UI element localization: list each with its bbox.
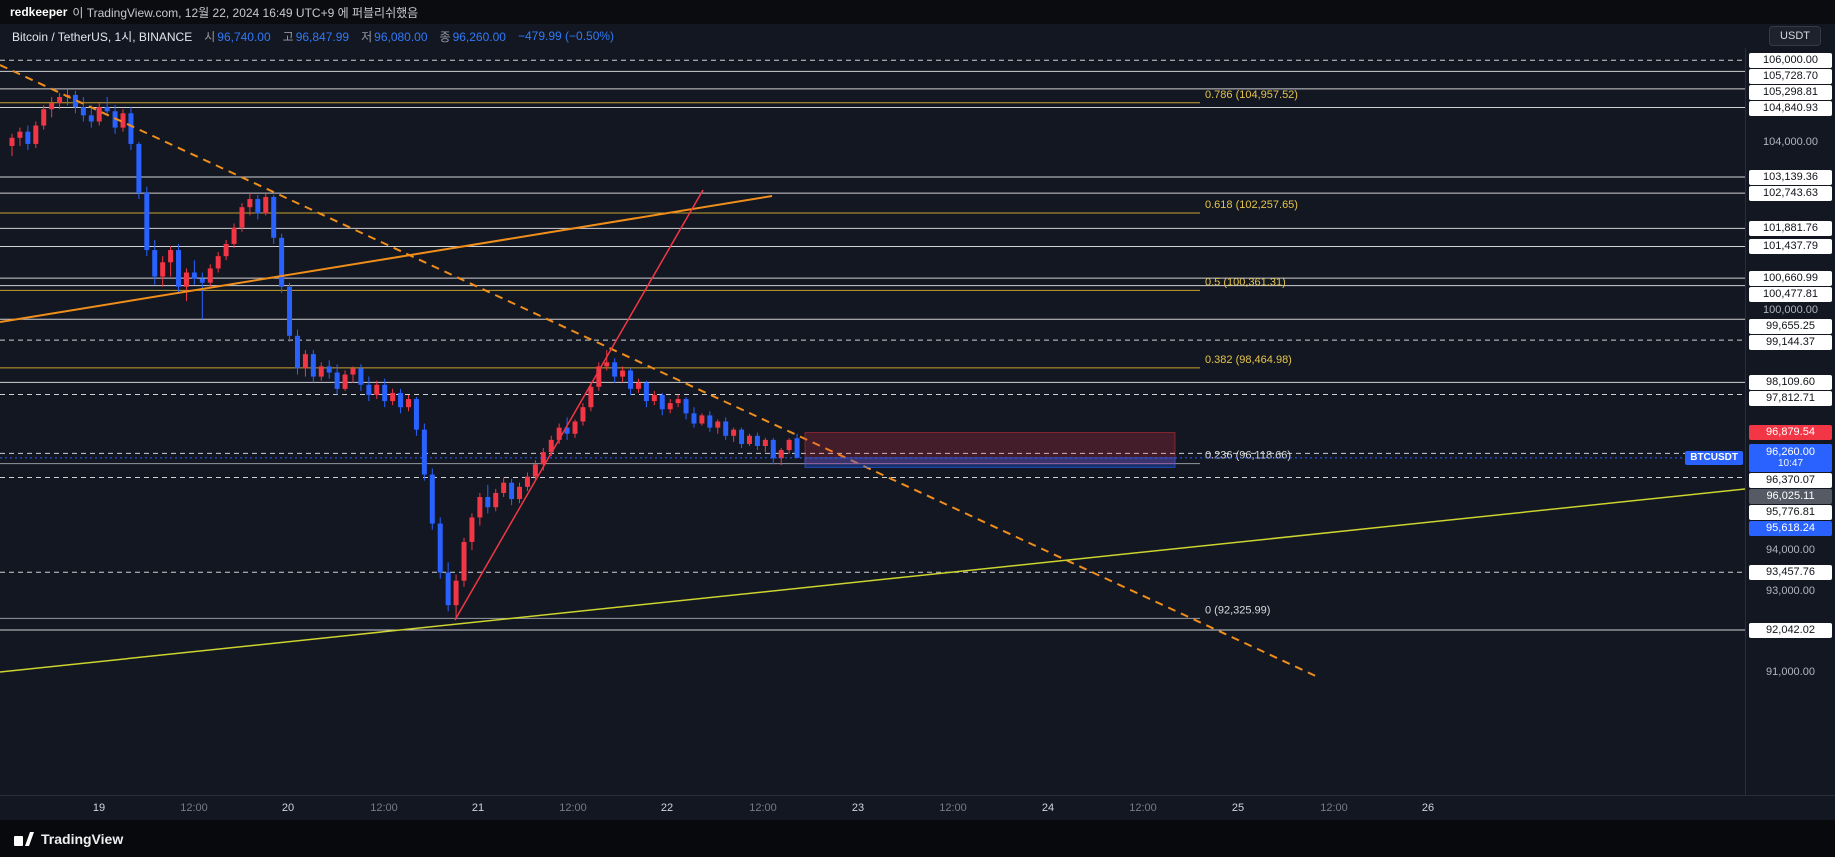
time-label-day: 22 bbox=[660, 802, 674, 814]
time-axis[interactable]: 19 12:00 20 12:00 21 12:00 22 12:00 23 12:00 24 12:… bbox=[0, 795, 1835, 820]
hline-price-badge: 93,457.76 bbox=[1749, 564, 1832, 580]
ohlc-low: 저 96,080.00 bbox=[361, 29, 428, 44]
time-label-day: 24 bbox=[1041, 802, 1055, 814]
price-grid-label: 94,000.00 bbox=[1766, 543, 1815, 556]
time-label-hour: 12:00 bbox=[559, 802, 587, 814]
time-label-day: 26 bbox=[1421, 802, 1435, 814]
hline-price-badge: 103,139.36 bbox=[1749, 169, 1832, 185]
symbol-bar: Bitcoin / TetherUS, 1시, BINANCE 시 96,740.… bbox=[0, 24, 1835, 48]
chart-area[interactable]: 0.786 (104,957.52) 0.618 (102,257.65) 0.5 … bbox=[0, 48, 1835, 795]
price-axis[interactable]: 106,000.00 105,728.70 105,298.81 104,840.93… bbox=[1745, 48, 1835, 795]
currency-toggle-button[interactable]: USDT bbox=[1769, 26, 1821, 46]
time-label-hour: 12:00 bbox=[370, 802, 398, 814]
hline-price-badge: 96,370.07 bbox=[1749, 472, 1832, 488]
time-label-day: 25 bbox=[1231, 802, 1245, 814]
price-change: −479.99 (−0.50%) bbox=[517, 29, 615, 43]
hline-price-badge: 102,743.63 bbox=[1749, 185, 1832, 201]
fib-label-0.618: 0.618 (102,257.65) bbox=[1205, 199, 1298, 211]
hline-price-badge: 97,812.71 bbox=[1749, 390, 1832, 406]
hline-price-badge: 100,477.81 bbox=[1749, 286, 1832, 302]
fib-retracement[interactable] bbox=[0, 102, 1200, 619]
support-price-badge: 95,618.24 bbox=[1749, 520, 1832, 536]
price-grid-label: 104,000.00 bbox=[1762, 135, 1819, 148]
fib-label-0.5: 0.5 (100,361.31) bbox=[1205, 276, 1286, 288]
price-chart-canvas[interactable]: 0.786 (104,957.52) 0.618 (102,257.65) 0.5 … bbox=[0, 48, 1745, 795]
time-label-hour: 12:00 bbox=[180, 802, 208, 814]
bar-countdown: 10:47 bbox=[1777, 458, 1804, 470]
symbol-title[interactable]: Bitcoin / TetherUS, 1시, BINANCE bbox=[12, 29, 193, 44]
footer-bar: TradingView bbox=[0, 820, 1835, 857]
publish-bar: redkeeper 이 TradingView.com, 12월 22, 202… bbox=[0, 0, 1835, 24]
time-label-day: 21 bbox=[471, 802, 485, 814]
time-label-day: 19 bbox=[92, 802, 106, 814]
candles bbox=[9, 88, 800, 619]
hline-price-badge: 101,881.76 bbox=[1749, 220, 1832, 236]
hline-price-badge: 104,840.93 bbox=[1749, 100, 1832, 116]
time-label-day: 23 bbox=[851, 802, 865, 814]
fib-label-0.236: 0.236 (96,118.66) bbox=[1205, 450, 1291, 462]
fib-label-0.382: 0.382 (98,464.98) bbox=[1205, 354, 1292, 366]
price-grid-label: 93,000.00 bbox=[1766, 584, 1815, 597]
hline-price-badge: 98,109.60 bbox=[1749, 374, 1832, 390]
hline-price-badge: 99,655.25 bbox=[1749, 318, 1832, 334]
descending-trendline[interactable] bbox=[0, 64, 1321, 679]
fib-label-0: 0 (92,325.99) bbox=[1205, 604, 1270, 616]
hline-price-badge: 99,144.37 bbox=[1749, 334, 1832, 350]
impulse-trendline[interactable] bbox=[454, 189, 704, 621]
hline-price-badge: 105,298.81 bbox=[1749, 84, 1832, 100]
price-grid-label: 91,000.00 bbox=[1766, 666, 1815, 679]
fib-label-0.786: 0.786 (104,957.52) bbox=[1205, 89, 1298, 101]
ohlc-high: 고 96,847.99 bbox=[282, 29, 350, 44]
publish-info-text: 이 TradingView.com, 12월 22, 2024 16:49 UT… bbox=[72, 5, 419, 20]
time-label-hour: 12:00 bbox=[1129, 802, 1157, 814]
time-label-hour: 12:00 bbox=[939, 802, 967, 814]
symbol-price-label: BTCUSDT bbox=[1685, 450, 1743, 465]
hline-price-badge: 101,437.79 bbox=[1749, 238, 1832, 254]
support-trendline[interactable] bbox=[0, 488, 1745, 673]
supply-zone-box[interactable] bbox=[804, 432, 1176, 465]
price-grid-label: 100,000.00 bbox=[1762, 303, 1819, 316]
ascending-trendline[interactable] bbox=[0, 195, 773, 323]
ohlc-close: 종 96,260.00 bbox=[439, 29, 506, 44]
time-label-hour: 12:00 bbox=[749, 802, 777, 814]
tradingview-logo-text[interactable]: TradingView bbox=[41, 830, 124, 847]
last-price-badge: 96,260.00 10:47 bbox=[1749, 443, 1832, 472]
hline-price-badge: 106,000.00 bbox=[1749, 52, 1832, 68]
time-label-hour: 12:00 bbox=[1320, 802, 1348, 814]
tradingview-logo-icon bbox=[14, 831, 34, 846]
hline-price-badge: 100,660.99 bbox=[1749, 270, 1832, 286]
horizontal-levels bbox=[0, 59, 1745, 631]
zone-high-price-badge: 96,879.54 bbox=[1749, 425, 1832, 441]
publisher-username: redkeeper bbox=[10, 5, 68, 19]
demand-zone-box[interactable] bbox=[804, 457, 1176, 468]
hline-price-badge: 105,728.70 bbox=[1749, 68, 1832, 84]
zone-low-price-badge: 96,025.11 bbox=[1749, 488, 1832, 504]
hline-price-badge: 92,042.02 bbox=[1749, 622, 1832, 638]
time-label-day: 20 bbox=[281, 802, 295, 814]
ohlc-open: 시 96,740.00 bbox=[204, 29, 271, 44]
hline-price-badge: 95,776.81 bbox=[1749, 504, 1832, 520]
